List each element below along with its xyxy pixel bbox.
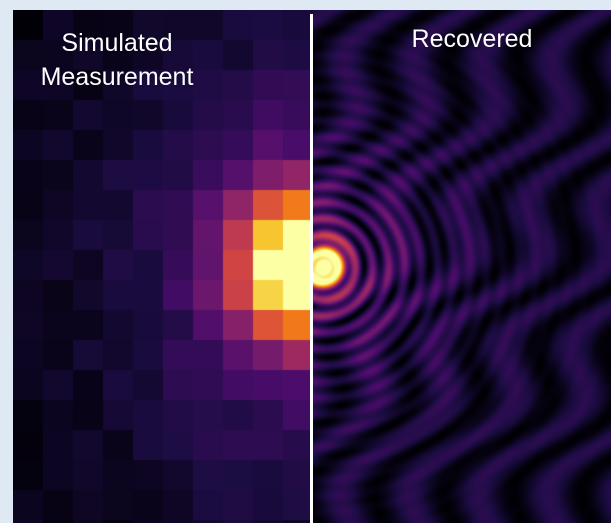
simulated-label-line2: Measurement <box>40 63 194 91</box>
image-comparison-panel <box>13 10 611 523</box>
simulated-label-line1: Simulated <box>61 29 173 57</box>
simulated-measurement-image <box>13 10 311 523</box>
recovered-label: Recovered <box>411 25 533 53</box>
simulated-measurement-label: Simulated Measurement <box>22 26 212 94</box>
panel-divider <box>310 14 313 523</box>
recovered-image <box>311 10 611 523</box>
